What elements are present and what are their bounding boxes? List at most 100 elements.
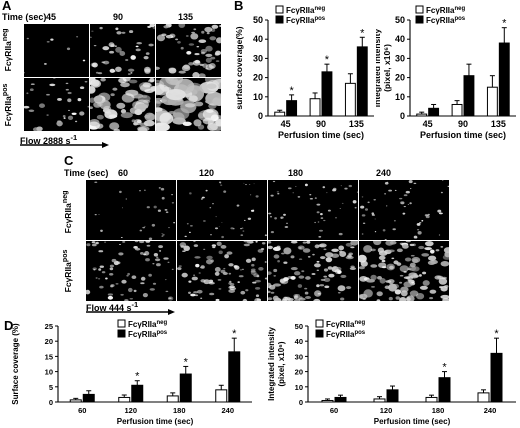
significance-star: * bbox=[360, 27, 365, 39]
micrograph-c-neg-180 bbox=[268, 180, 358, 240]
micrograph-a-neg-135 bbox=[156, 24, 221, 77]
panel-a-flow-arrow bbox=[20, 142, 109, 148]
micrograph-a-pos-90 bbox=[90, 78, 155, 131]
x-tick-label: 180 bbox=[432, 406, 445, 415]
x-tick-label: 120 bbox=[124, 406, 137, 415]
y-tick-label: 30 bbox=[395, 53, 405, 63]
bar-pos-135 bbox=[356, 46, 368, 117]
panel-c-time-240: 240 bbox=[376, 168, 392, 178]
significance-star: * bbox=[325, 54, 330, 66]
bar-neg-60 bbox=[69, 399, 82, 403]
panel-c-time-60: 60 bbox=[118, 168, 129, 178]
bar-neg-135 bbox=[486, 86, 498, 117]
x-tick-label: 135 bbox=[491, 119, 506, 129]
bar-neg-90 bbox=[451, 103, 463, 117]
bar-pos-90 bbox=[463, 75, 475, 117]
legend-label-neg: FcγRIIaneg bbox=[326, 320, 365, 329]
x-tick-label: 90 bbox=[458, 119, 468, 129]
significance-star: * bbox=[502, 18, 507, 30]
micrograph-a-pos-135 bbox=[156, 78, 221, 131]
legend-label-pos: FcγRIIapos bbox=[326, 330, 366, 339]
x-axis-label: Perfusion time (sec) bbox=[420, 130, 506, 140]
panel-c-flow-label: Flow 444 s-1 bbox=[86, 300, 138, 313]
y-tick-label: 40 bbox=[395, 34, 405, 44]
legend-label-neg: FcγRIIaneg bbox=[426, 6, 465, 15]
bar-neg-240 bbox=[477, 392, 490, 403]
y-axis-label: Integrated intensity(pixel, x10⁶) bbox=[267, 327, 286, 401]
bar-pos-120 bbox=[386, 389, 399, 403]
panel-a-label: A bbox=[2, 0, 12, 13]
bar-pos-180 bbox=[179, 373, 192, 403]
legend-swatch-pos bbox=[117, 329, 126, 338]
x-tick-label: 90 bbox=[316, 119, 326, 129]
bar-pos-45 bbox=[286, 100, 298, 117]
legend-swatch-pos bbox=[415, 15, 424, 24]
x-tick-label: 45 bbox=[423, 119, 433, 129]
legend-swatch-pos bbox=[275, 15, 284, 24]
panel-d-label: D bbox=[4, 318, 14, 333]
significance-star: * bbox=[232, 328, 237, 340]
panel-c-time-120: 120 bbox=[199, 168, 215, 178]
legend-swatch-neg bbox=[275, 5, 284, 14]
bar-pos-240 bbox=[490, 352, 503, 403]
row-sup: pos bbox=[1, 83, 10, 97]
bar-neg-90 bbox=[309, 98, 321, 117]
y-tick-label: 50 bbox=[295, 322, 303, 331]
row-sup: pos bbox=[61, 249, 70, 263]
row-name: FcγRIIa bbox=[62, 262, 73, 293]
y-tick-label: 10 bbox=[395, 92, 405, 102]
legend-label-neg: FcγRIIaneg bbox=[286, 6, 325, 15]
legend-swatch-pos bbox=[315, 329, 324, 338]
panel-c-row-pos-label: FcγRIIapos bbox=[42, 249, 92, 292]
micrograph-c-pos-180 bbox=[268, 241, 358, 301]
panel-a-time-90: 90 bbox=[113, 12, 124, 22]
legend-swatch-neg bbox=[415, 5, 424, 14]
y-tick-label: 0 bbox=[400, 111, 405, 121]
legend-label-pos: FcγRIIapos bbox=[286, 16, 326, 25]
panel-a-time-header: Time (sec) bbox=[2, 12, 47, 22]
legend-label-pos: FcγRIIapos bbox=[426, 16, 466, 25]
y-tick-label: 10 bbox=[295, 383, 303, 392]
micrograph-c-pos-240 bbox=[359, 241, 449, 301]
y-tick-label: 50 bbox=[395, 15, 405, 25]
y-tick-label: 10 bbox=[45, 368, 53, 377]
y-tick-label: 40 bbox=[295, 337, 303, 346]
x-tick-label: 135 bbox=[349, 119, 364, 129]
micrograph-c-neg-120 bbox=[177, 180, 267, 240]
y-tick-label: 25 bbox=[45, 322, 53, 331]
legend-swatch-neg bbox=[117, 319, 126, 328]
significance-star: * bbox=[494, 328, 499, 340]
bar-neg-45 bbox=[274, 111, 286, 117]
row-name: FcγRIIa bbox=[2, 41, 13, 72]
micrograph-c-neg-60 bbox=[86, 180, 176, 240]
y-tick-label: 20 bbox=[295, 368, 303, 377]
x-tick-label: 120 bbox=[380, 406, 393, 415]
x-tick-label: 60 bbox=[78, 406, 86, 415]
bar-pos-45 bbox=[428, 107, 440, 117]
y-axis-label: Surface coverage (%) bbox=[11, 323, 20, 405]
y-tick-label: 30 bbox=[253, 53, 263, 63]
y-tick-label: 30 bbox=[295, 352, 303, 361]
micrograph-a-neg-45 bbox=[24, 24, 89, 77]
bar-neg-180 bbox=[425, 396, 438, 403]
flow-text: Flow 444 s bbox=[86, 303, 132, 313]
x-tick-label: 240 bbox=[221, 406, 234, 415]
x-axis-label: Perfusion time (sec) bbox=[374, 417, 451, 426]
significance-star: * bbox=[135, 371, 140, 383]
flow-text: Flow 2888 s bbox=[20, 136, 71, 146]
flow-unit-sup: -1 bbox=[70, 133, 78, 142]
panel-a-time-135: 135 bbox=[178, 12, 194, 22]
panel-a-flow-label: Flow 2888 s-1 bbox=[20, 133, 77, 146]
bar-pos-120 bbox=[131, 384, 144, 403]
x-tick-label: 240 bbox=[484, 406, 497, 415]
row-name: FcγRIIa bbox=[2, 96, 13, 127]
y-tick-label: 5 bbox=[49, 383, 53, 392]
bar-neg-180 bbox=[166, 395, 179, 403]
micrograph-a-pos-45 bbox=[24, 78, 89, 131]
x-tick-label: 45 bbox=[281, 119, 291, 129]
chart-d-surface-coverage: 0 5 10 15 20 25 60 * 120 * 180 * 240 Perfusion time (… bbox=[11, 319, 252, 426]
bar-neg-120 bbox=[118, 396, 131, 403]
y-tick-label: 0 bbox=[258, 111, 263, 121]
bar-neg-60 bbox=[321, 399, 334, 403]
